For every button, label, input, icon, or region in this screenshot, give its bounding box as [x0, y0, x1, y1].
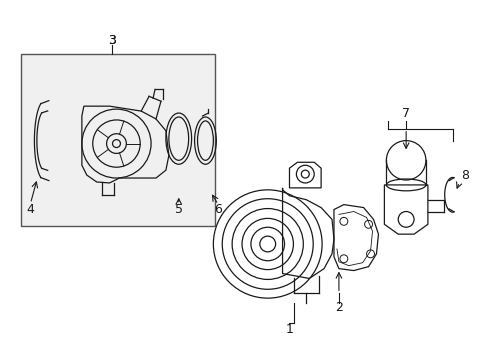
Bar	[20, 54, 215, 226]
Text: 8: 8	[461, 168, 468, 181]
Text: 2: 2	[334, 301, 342, 315]
Text: 1: 1	[285, 323, 293, 336]
Text: 3: 3	[107, 34, 115, 47]
Text: 6: 6	[214, 203, 222, 216]
Text: 3: 3	[107, 34, 115, 47]
Text: 5: 5	[174, 203, 183, 216]
Text: 4: 4	[26, 203, 34, 216]
Text: 7: 7	[401, 107, 409, 120]
